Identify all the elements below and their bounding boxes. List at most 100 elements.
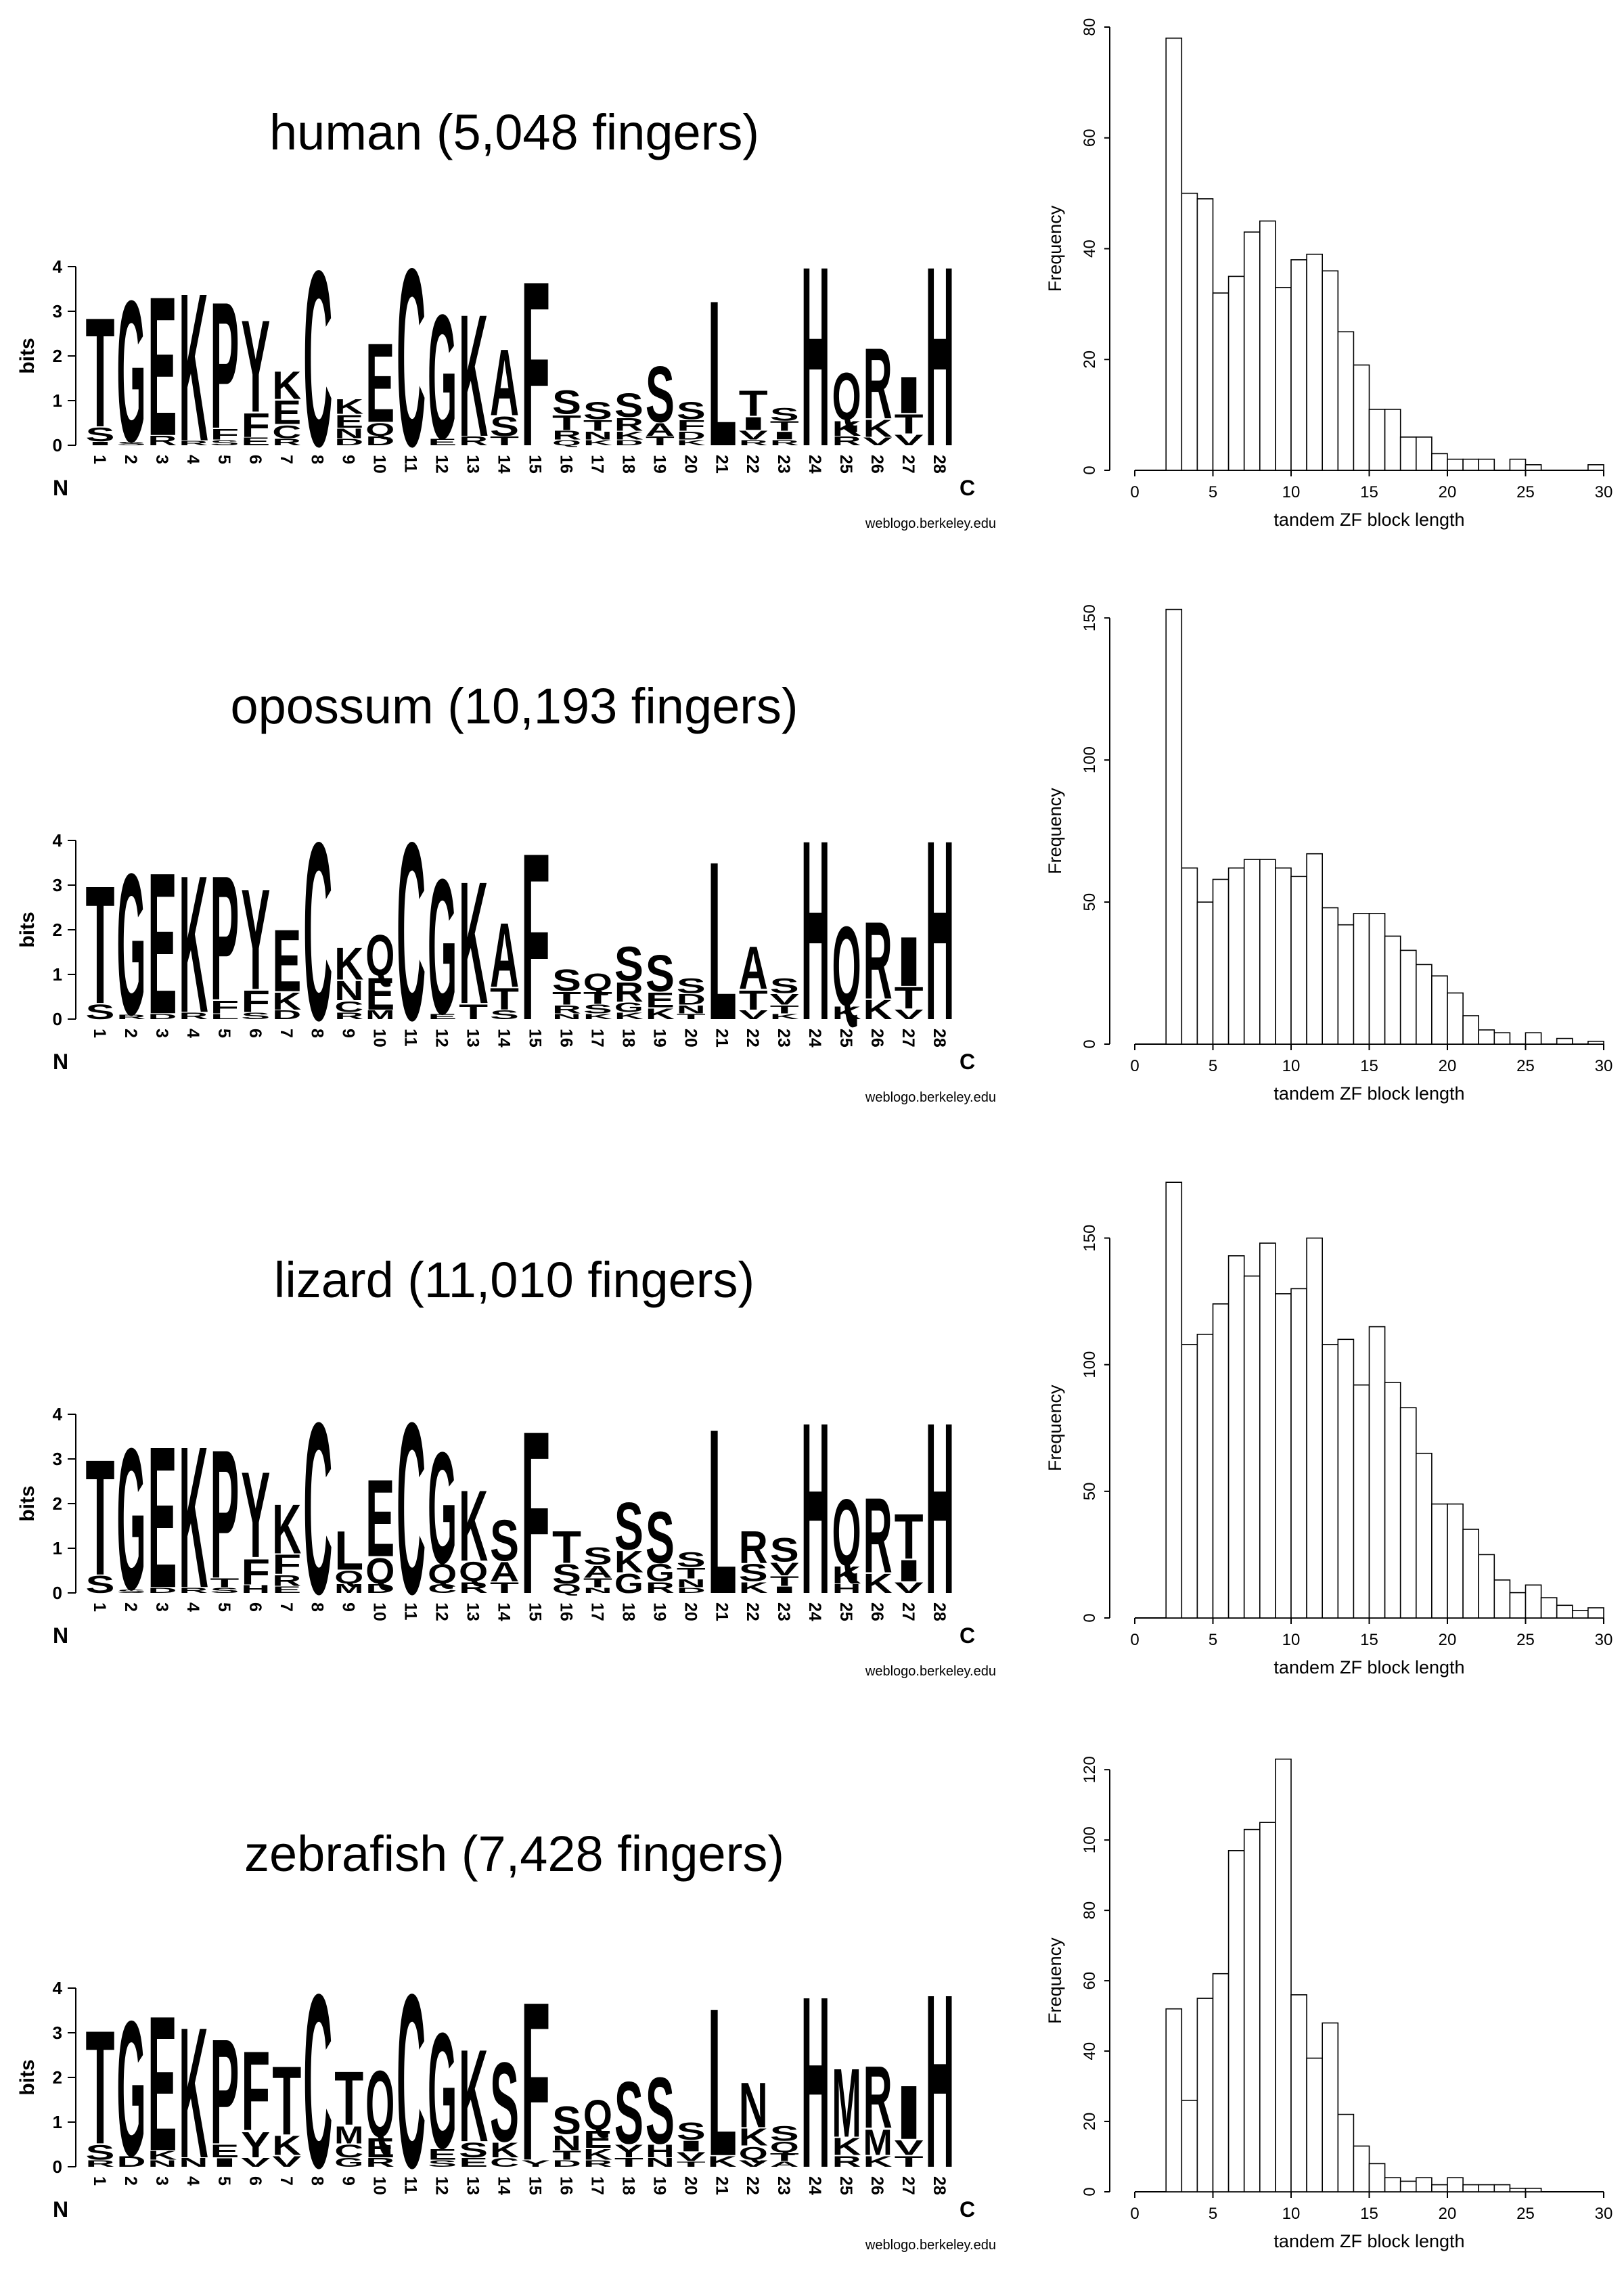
- logo-x-tick: 19: [650, 1602, 669, 1621]
- hist-x-tick: 15: [1360, 483, 1378, 501]
- hist-bar: [1587, 1607, 1604, 1619]
- logo-letter: K: [863, 995, 893, 1025]
- logo-letter: L: [708, 258, 737, 490]
- logo-letter: P: [210, 1411, 239, 1617]
- logo-title-opossum: opossum (10,193 fingers): [230, 678, 798, 734]
- logo-x-tick: 16: [556, 1029, 575, 1048]
- logo-letter: M: [365, 1008, 394, 1022]
- histogram-opossum: 0 50 100 150 Frequency 0 5 10 15 20 25 30 tandem ZF …: [1045, 604, 1612, 1104]
- logo-letter: T: [272, 2046, 301, 2155]
- logo-letter: T: [677, 1565, 706, 1581]
- logo-letter: K: [832, 2133, 861, 2160]
- hist-x-axis-label: tandem ZF block length: [1273, 510, 1464, 530]
- logo-x-tick: 17: [587, 1029, 606, 1048]
- logo-letter: S: [614, 937, 644, 992]
- hist-bar: [1353, 2145, 1370, 2192]
- logo-letter: T: [490, 1579, 519, 1596]
- logo-x-tick: 15: [526, 1029, 545, 1048]
- logo-letter: K: [272, 2130, 301, 2161]
- logo-letter: T: [210, 1576, 239, 1590]
- logo-letter: T: [739, 985, 768, 1016]
- logo-letter: G: [428, 1419, 457, 1597]
- logo-letter: A: [770, 2160, 799, 2168]
- hist-bar: [1478, 1029, 1495, 1045]
- logo-letter: V: [739, 1008, 768, 1022]
- logo-letter: K: [863, 2153, 893, 2170]
- logo-x-tick: 2: [121, 1602, 140, 1612]
- logo-letter: T: [552, 411, 581, 434]
- logo-x-tick: 26: [867, 2176, 886, 2195]
- logo-letter: S: [677, 397, 706, 424]
- logo-y-tick: 3: [53, 875, 62, 895]
- logo-letter: I: [677, 2138, 706, 2155]
- hist-bar: [1290, 259, 1307, 471]
- logo-letter: V: [770, 1559, 799, 1579]
- logo-letter: N: [583, 1586, 612, 1594]
- logo-letter: S: [86, 2140, 115, 2164]
- histogram-panel-zebrafish: 0 20 40 60 80 100 120 Frequency 0 5 10 15 20 25 30 tand…: [1029, 1721, 1624, 2295]
- logo-letter: M: [863, 2122, 893, 2163]
- logo-letter: Q: [770, 2138, 799, 2155]
- logo-x-tick: 26: [867, 455, 886, 474]
- hist-bar: [1368, 2163, 1386, 2192]
- logo-letter: K: [832, 1003, 861, 1023]
- hist-x-tick: 0: [1130, 1057, 1139, 1075]
- hist-x-tick: 30: [1595, 483, 1613, 501]
- logo-letter: S: [490, 1508, 519, 1573]
- hist-bar: [1275, 867, 1292, 1045]
- hist-bar: [1290, 1994, 1307, 2192]
- hist-bar: [1509, 458, 1527, 471]
- logo-title-human: human (5,048 fingers): [269, 104, 759, 160]
- histogram-lizard: 0 50 100 150 Frequency 0 5 10 15 20 25 30 tandem ZF …: [1045, 1181, 1612, 1678]
- logo-x-tick: 24: [805, 1602, 824, 1621]
- c-terminus-label: C: [960, 1623, 975, 1648]
- n-terminus-label: N: [53, 476, 68, 500]
- hist-x-tick: 10: [1282, 1631, 1301, 1649]
- logo-letter: E: [148, 832, 177, 1057]
- logo-x-tick: 24: [805, 455, 824, 474]
- logo-letter: L: [708, 1381, 737, 1644]
- hist-bar: [1462, 1015, 1479, 1045]
- logo-letter: E: [272, 1585, 301, 1595]
- hist-bar: [1259, 1822, 1276, 2192]
- logo-y-tick: 0: [53, 2157, 62, 2177]
- logo-letter: T: [583, 988, 612, 1007]
- logo-x-tick: 1: [90, 1602, 109, 1612]
- logo-letter: C: [397, 1371, 426, 1645]
- logo-letter: H: [801, 1371, 830, 1645]
- hist-bar: [1196, 198, 1214, 471]
- logo-letter: T: [552, 1521, 581, 1573]
- logo-letter: L: [708, 1965, 737, 2201]
- logo-x-tick: 10: [370, 455, 389, 474]
- logo-letter: K: [490, 2138, 519, 2162]
- hist-y-tick: 150: [1081, 1225, 1099, 1252]
- logo-x-tick: 27: [899, 1029, 918, 1048]
- hist-bar: [1322, 2022, 1339, 2192]
- hist-y-tick: 0: [1081, 1039, 1099, 1048]
- hist-bar: [1478, 2184, 1495, 2192]
- hist-bar: [1447, 992, 1464, 1045]
- logo-letter: Q: [365, 420, 394, 440]
- logo-x-tick: 11: [401, 455, 420, 473]
- logo-letter: T: [677, 1012, 706, 1020]
- hist-bar: [1525, 1584, 1542, 1619]
- logo-letter: S: [210, 1586, 239, 1594]
- logo-x-tick: 4: [183, 2176, 202, 2186]
- logo-letter: Q: [552, 1582, 581, 1596]
- logo-letter: R: [739, 1521, 768, 1573]
- logo-x-tick: 28: [930, 2176, 949, 2195]
- hist-x-tick: 10: [1282, 2205, 1301, 2223]
- logo-letter: T: [677, 2160, 706, 2168]
- logo-letter: D: [148, 1586, 177, 1594]
- logo-letter: K: [272, 363, 301, 407]
- logo-x-tick: 28: [930, 1602, 949, 1621]
- logo-letter: F: [521, 803, 550, 1070]
- logo-letter: S: [583, 1543, 612, 1570]
- hist-y-tick: 100: [1081, 1351, 1099, 1378]
- logo-letter: D: [677, 991, 706, 1008]
- logo-letter: R: [179, 440, 208, 447]
- logo-letter: F: [241, 406, 270, 443]
- logo-x-tick: 15: [526, 2176, 545, 2195]
- logo-x-tick: 13: [464, 455, 482, 474]
